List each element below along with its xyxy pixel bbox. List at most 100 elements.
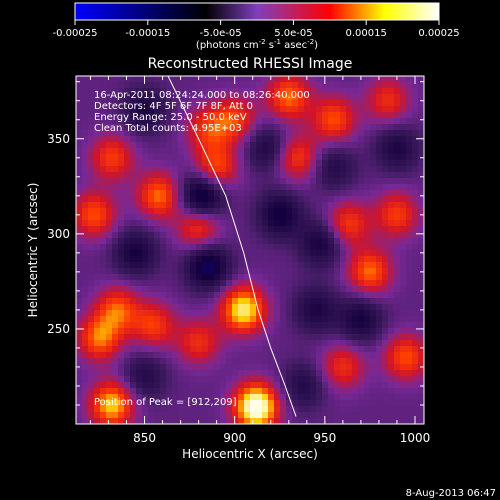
heatmap-cell bbox=[142, 226, 149, 233]
heatmap-cell bbox=[310, 178, 317, 185]
heatmap-cell bbox=[382, 262, 389, 269]
heatmap-cell bbox=[328, 286, 335, 293]
heatmap-cell bbox=[262, 88, 269, 95]
heatmap-cell bbox=[334, 82, 341, 89]
heatmap-cell bbox=[232, 184, 239, 191]
heatmap-cell bbox=[82, 118, 89, 125]
heatmap-cell bbox=[412, 238, 419, 245]
heatmap-cell bbox=[364, 220, 371, 227]
heatmap-cell bbox=[244, 406, 251, 413]
heatmap-cell bbox=[394, 358, 401, 365]
heatmap-cell bbox=[388, 244, 395, 251]
heatmap-cell bbox=[280, 142, 287, 149]
heatmap-cell bbox=[274, 400, 281, 407]
heatmap-cell bbox=[190, 412, 197, 419]
heatmap-cell bbox=[154, 142, 161, 149]
heatmap-cell bbox=[418, 100, 424, 107]
heatmap-cell bbox=[196, 130, 203, 137]
heatmap-cell bbox=[94, 352, 101, 359]
heatmap-cell bbox=[370, 274, 377, 281]
heatmap-cell bbox=[310, 118, 317, 125]
heatmap-cell bbox=[340, 106, 347, 113]
heatmap-cell bbox=[184, 280, 191, 287]
heatmap-cell bbox=[268, 118, 275, 125]
heatmap-cell bbox=[226, 352, 233, 359]
heatmap-cell bbox=[412, 160, 419, 167]
heatmap-cell bbox=[352, 184, 359, 191]
heatmap-cell bbox=[364, 124, 371, 131]
heatmap-cell bbox=[292, 100, 299, 107]
heatmap-cell bbox=[82, 148, 89, 155]
heatmap-cell bbox=[352, 154, 359, 161]
heatmap-cell bbox=[280, 376, 287, 383]
heatmap-cell bbox=[328, 238, 335, 245]
heatmap-cell bbox=[262, 202, 269, 209]
heatmap-cell bbox=[220, 232, 227, 239]
heatmap-cell bbox=[274, 298, 281, 305]
heatmap-cell bbox=[280, 298, 287, 305]
heatmap-cell bbox=[208, 292, 215, 299]
heatmap-cell bbox=[352, 352, 359, 359]
heatmap-cell bbox=[160, 262, 167, 269]
heatmap-cell bbox=[250, 406, 257, 413]
heatmap-cell bbox=[340, 196, 347, 203]
heatmap-cell bbox=[184, 202, 191, 209]
heatmap-cell bbox=[250, 418, 257, 424]
heatmap-cell bbox=[364, 178, 371, 185]
heatmap-cell bbox=[340, 268, 347, 275]
heatmap-cell bbox=[220, 352, 227, 359]
heatmap-cell bbox=[382, 400, 389, 407]
heatmap-cell bbox=[370, 112, 377, 119]
heatmap-cell bbox=[298, 244, 305, 251]
heatmap-cell bbox=[160, 166, 167, 173]
heatmap-cell bbox=[160, 382, 167, 389]
heatmap-cell bbox=[112, 214, 119, 221]
heatmap-cell bbox=[262, 208, 269, 215]
heatmap-cell bbox=[358, 130, 365, 137]
heatmap-cell bbox=[262, 244, 269, 251]
heatmap-cell bbox=[292, 352, 299, 359]
heatmap-cell bbox=[88, 100, 95, 107]
heatmap-cell bbox=[298, 208, 305, 215]
heatmap-cell bbox=[262, 190, 269, 197]
heatmap-cell bbox=[196, 418, 203, 424]
x-tick-label: 900 bbox=[223, 431, 246, 445]
heatmap-cell bbox=[364, 106, 371, 113]
heatmap-cell bbox=[232, 292, 239, 299]
heatmap-cell bbox=[382, 202, 389, 209]
heatmap-cell bbox=[226, 130, 233, 137]
heatmap-cell bbox=[280, 160, 287, 167]
heatmap-cell bbox=[250, 274, 257, 281]
heatmap-cell bbox=[412, 394, 419, 401]
heatmap-cell bbox=[256, 274, 263, 281]
heatmap-cell bbox=[196, 100, 203, 107]
heatmap-cell bbox=[346, 334, 353, 341]
heatmap-cell bbox=[238, 106, 245, 113]
heatmap-cell bbox=[238, 406, 245, 413]
heatmap-cell bbox=[178, 406, 185, 413]
heatmap-cell bbox=[394, 310, 401, 317]
heatmap-cell bbox=[136, 268, 143, 275]
heatmap-cell bbox=[280, 226, 287, 233]
heatmap-cell bbox=[358, 172, 365, 179]
heatmap-cell bbox=[376, 328, 383, 335]
heatmap-cell bbox=[328, 148, 335, 155]
heatmap-cell bbox=[160, 94, 167, 101]
heatmap-cell bbox=[226, 178, 233, 185]
heatmap-cell bbox=[190, 298, 197, 305]
heatmap-cell bbox=[226, 100, 233, 107]
heatmap-cell bbox=[232, 310, 239, 317]
heatmap-cell bbox=[346, 346, 353, 353]
heatmap-cell bbox=[172, 190, 179, 197]
heatmap-cell bbox=[106, 166, 113, 173]
heatmap-cell bbox=[184, 226, 191, 233]
heatmap-cell bbox=[118, 232, 125, 239]
heatmap-cell bbox=[190, 304, 197, 311]
heatmap-cell bbox=[268, 340, 275, 347]
heatmap-cell bbox=[94, 190, 101, 197]
heatmap-cell bbox=[280, 406, 287, 413]
heatmap-cell bbox=[286, 190, 293, 197]
heatmap-cell bbox=[310, 418, 317, 424]
heatmap-cell bbox=[256, 352, 263, 359]
